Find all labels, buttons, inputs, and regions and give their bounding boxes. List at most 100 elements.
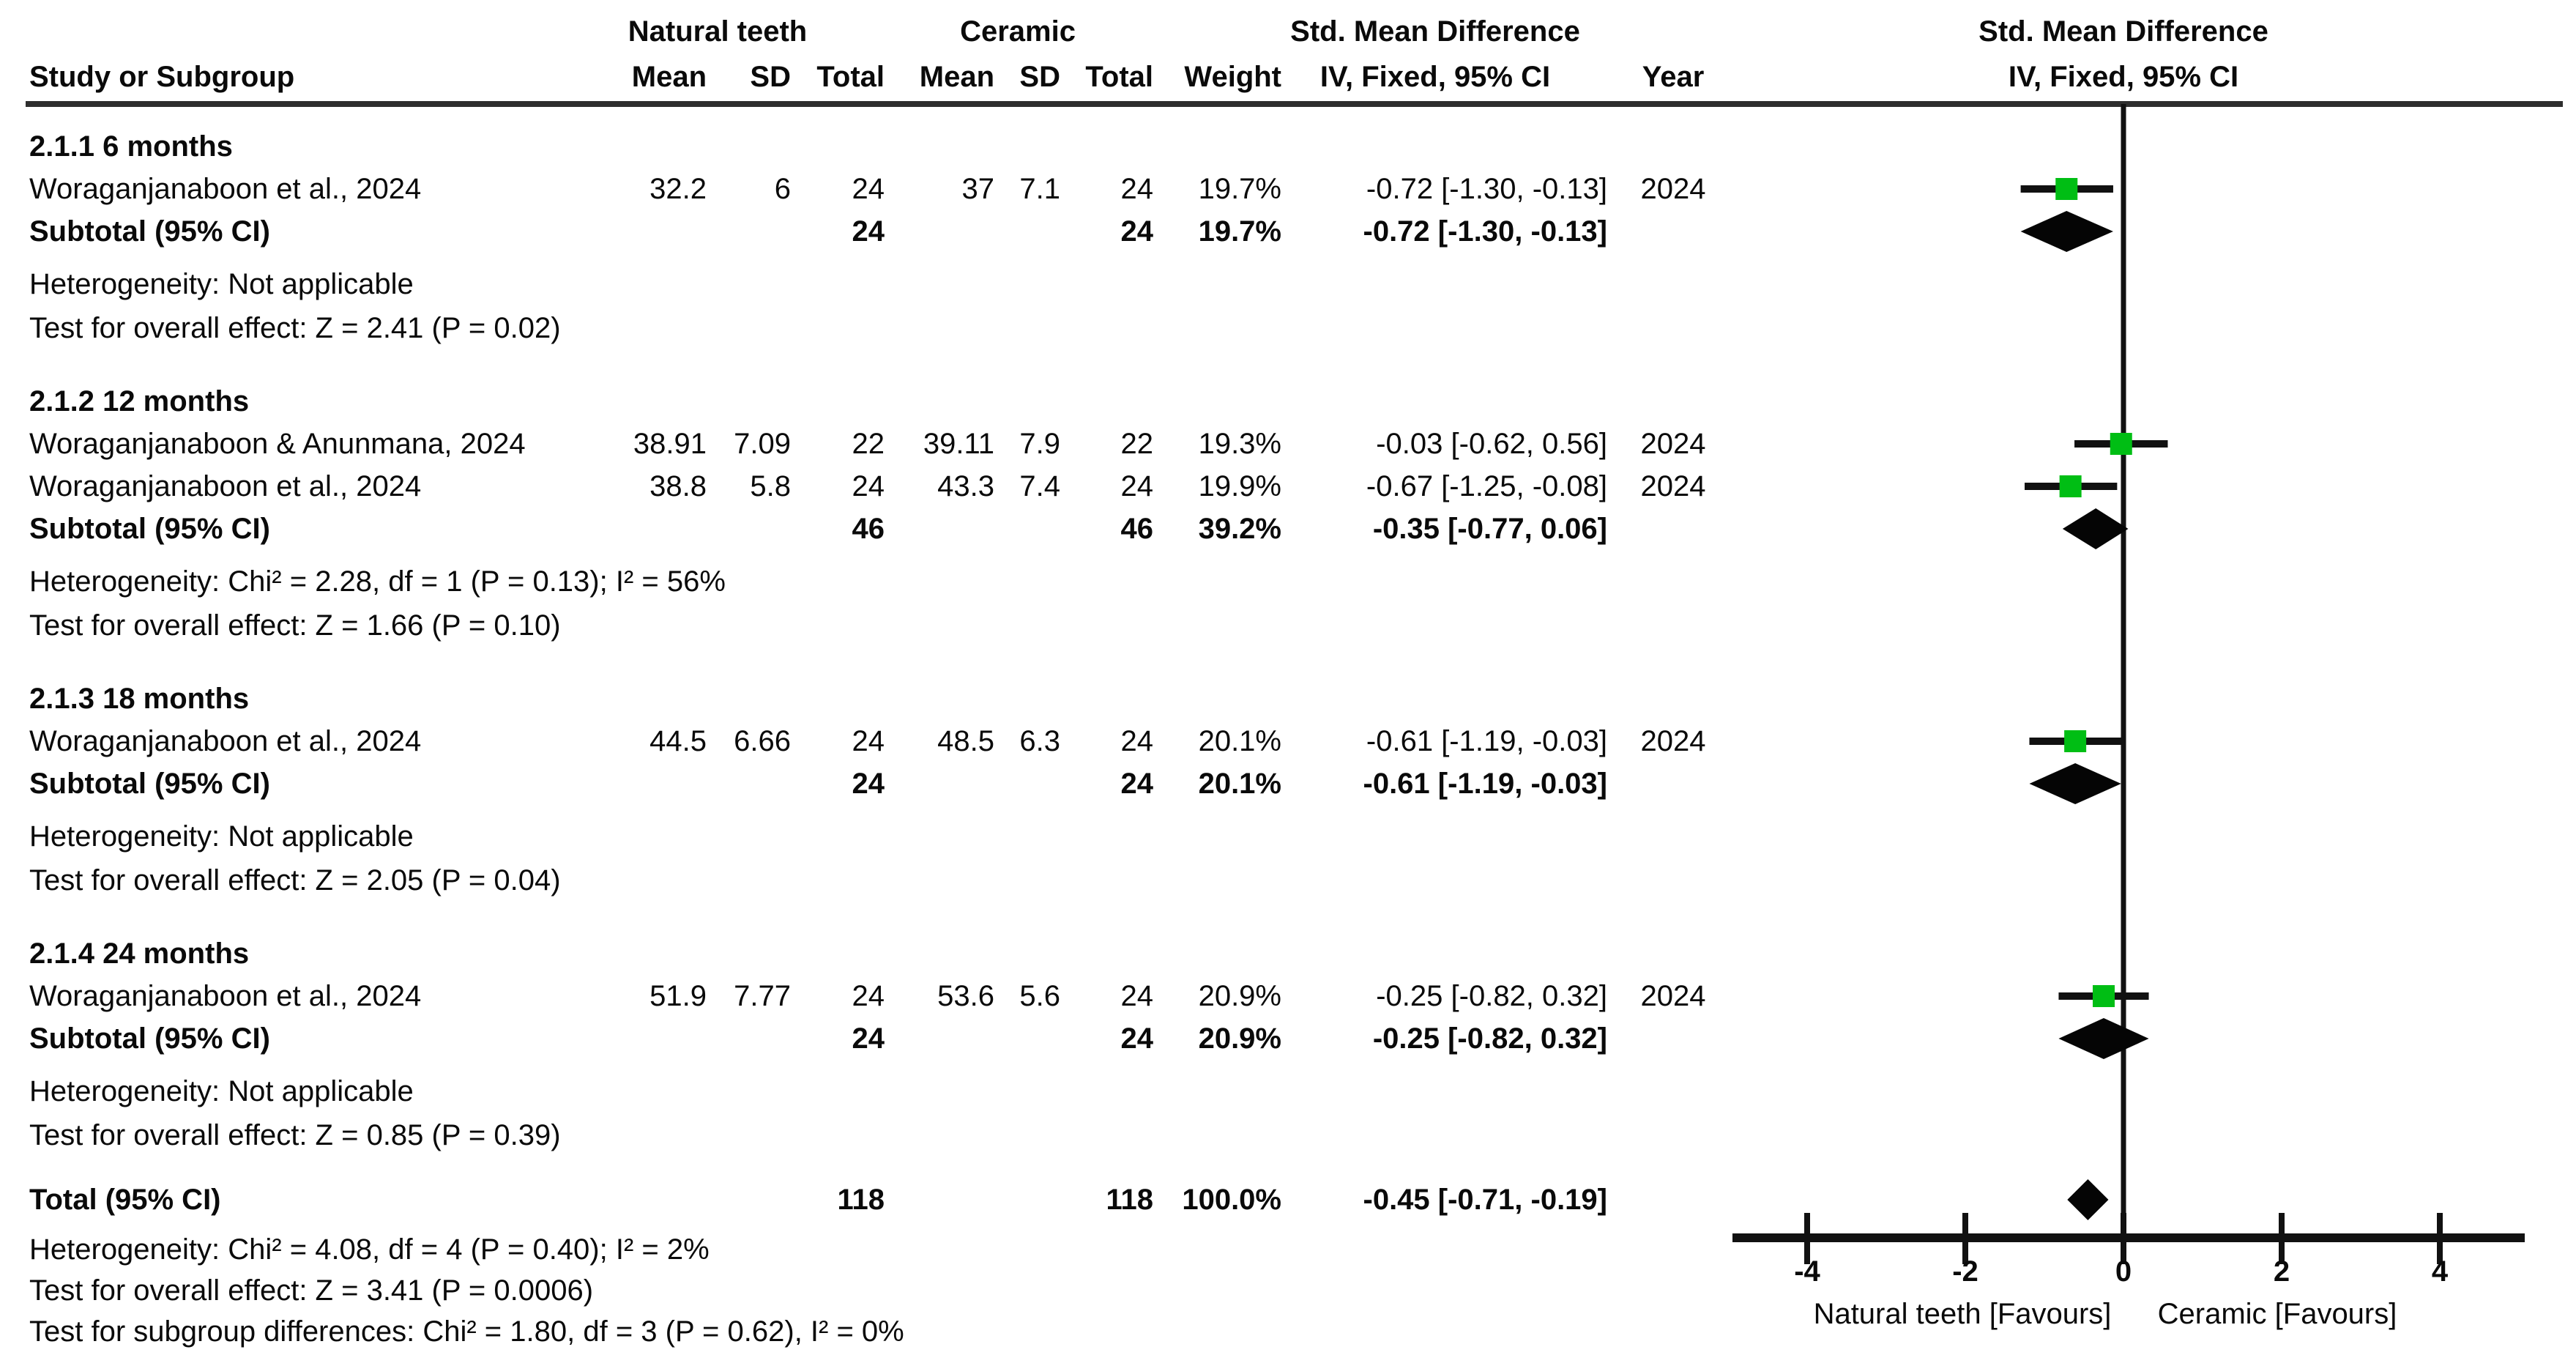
- column-header-nt-total: Total: [816, 61, 885, 93]
- header-rule: [26, 101, 2563, 107]
- cell-weight: 20.1%: [1198, 768, 1281, 800]
- cell-label: Heterogeneity: Not applicable: [29, 268, 414, 300]
- cell-label: Test for subgroup differences: Chi² = 1.…: [29, 1315, 904, 1348]
- smd-table-header-line1: Std. Mean Difference: [1290, 15, 1580, 48]
- cell-label: Subtotal (95% CI): [29, 1022, 270, 1055]
- cell-ceramic-total: 24: [1120, 215, 1154, 248]
- cell-natural-total: 24: [852, 768, 885, 800]
- cell-ceramic-mean: 43.3: [937, 470, 994, 502]
- cell-ceramic-mean: 37: [961, 173, 995, 205]
- cell-smd-ci: -0.25 [-0.82, 0.32]: [1372, 1022, 1607, 1055]
- cell-label: 2.1.2 12 months: [29, 385, 250, 417]
- smd-plot-header-line2: IV, Fixed, 95% CI: [2008, 61, 2239, 93]
- cell-label: Woraganjanaboon et al., 2024: [29, 173, 422, 205]
- cell-ceramic-mean: 48.5: [937, 725, 994, 757]
- cell-ceramic-total: 24: [1120, 173, 1154, 205]
- cell-natural-sd: 7.77: [734, 980, 791, 1012]
- cell-year: 2024: [1640, 980, 1706, 1012]
- cell-ceramic-sd: 7.4: [1019, 470, 1060, 502]
- cell-ceramic-mean: 39.11: [923, 428, 994, 460]
- study-row: Woraganjanaboon et al., 2024 38.8 5.8 24 43.…: [0, 465, 2576, 508]
- column-header-ceramic-sd: SD: [1019, 61, 1060, 93]
- stat-row: Heterogeneity: Not applicable: [0, 263, 2576, 305]
- cell-label: Woraganjanaboon et al., 2024: [29, 725, 422, 757]
- cell-label: 2.1.1 6 months: [29, 130, 233, 163]
- cell-label: Subtotal (95% CI): [29, 513, 270, 545]
- cell-ceramic-sd: 5.6: [1019, 980, 1060, 1012]
- cell-label: Test for overall effect: Z = 1.66 (P = 0…: [29, 609, 561, 642]
- cell-label: Heterogeneity: Chi² = 4.08, df = 4 (P = …: [29, 1233, 710, 1266]
- cell-ceramic-total: 24: [1120, 768, 1154, 800]
- axis-tick-label: 4: [2431, 1255, 2449, 1288]
- cell-natural-sd: 5.8: [750, 470, 791, 502]
- cell-weight: 39.2%: [1198, 513, 1281, 545]
- cell-label: Subtotal (95% CI): [29, 215, 270, 248]
- cell-smd-ci: -0.45 [-0.71, -0.19]: [1363, 1184, 1608, 1216]
- cell-label: Test for overall effect: Z = 0.85 (P = 0…: [29, 1119, 561, 1151]
- stat-row: Heterogeneity: Not applicable: [0, 1070, 2576, 1113]
- stat-row: Test for subgroup differences: Chi² = 1.…: [0, 1310, 2576, 1353]
- stat-row: Test for overall effect: Z = 2.41 (P = 0…: [0, 307, 2576, 349]
- cell-natural-mean: 38.8: [649, 470, 707, 502]
- cell-weight: 19.3%: [1198, 428, 1281, 460]
- cell-ceramic-sd: 6.3: [1019, 725, 1060, 757]
- stat-row: Test for overall effect: Z = 1.66 (P = 0…: [0, 604, 2576, 647]
- cell-natural-mean: 44.5: [649, 725, 707, 757]
- cell-label: Test for overall effect: Z = 2.41 (P = 0…: [29, 312, 561, 344]
- smd-plot-header-line1: Std. Mean Difference: [1978, 15, 2268, 48]
- stat-row: Heterogeneity: Chi² = 2.28, df = 1 (P = …: [0, 560, 2576, 603]
- cell-label: Woraganjanaboon & Anunmana, 2024: [29, 428, 526, 460]
- cell-year: 2024: [1640, 173, 1706, 205]
- cell-weight: 19.7%: [1198, 173, 1281, 205]
- heading-row: 2.1.1 6 months: [0, 125, 2576, 168]
- cell-label: Subtotal (95% CI): [29, 768, 270, 800]
- cell-ceramic-total: 46: [1120, 513, 1154, 545]
- cell-natural-total: 24: [852, 173, 885, 205]
- cell-label: Test for overall effect: Z = 3.41 (P = 0…: [29, 1274, 594, 1307]
- cell-natural-sd: 6: [774, 173, 791, 205]
- cell-smd-ci: -0.72 [-1.30, -0.13]: [1366, 173, 1607, 205]
- cell-year: 2024: [1640, 725, 1706, 757]
- cell-year: 2024: [1640, 428, 1706, 460]
- cell-weight: 19.9%: [1198, 470, 1281, 502]
- cell-weight: 20.9%: [1198, 980, 1281, 1012]
- column-header-ceramic-total: Total: [1085, 61, 1153, 93]
- cell-natural-total: 24: [852, 215, 885, 248]
- column-header-ceramic-mean: Mean: [919, 61, 994, 93]
- cell-ceramic-total: 24: [1120, 470, 1154, 502]
- cell-smd-ci: -0.61 [-1.19, -0.03]: [1363, 768, 1608, 800]
- cell-weight: 20.9%: [1198, 1022, 1281, 1055]
- cell-smd-ci: -0.25 [-0.82, 0.32]: [1376, 980, 1607, 1012]
- cell-weight: 100.0%: [1182, 1184, 1281, 1216]
- total-row: Total (95% CI) 118 118 100.0% -0.45 [-0.71, …: [0, 1178, 2576, 1221]
- cell-natural-sd: 6.66: [734, 725, 791, 757]
- cell-smd-ci: -0.67 [-1.25, -0.08]: [1366, 470, 1607, 502]
- axis-tick-label: -4: [1794, 1255, 1820, 1288]
- column-header-year: Year: [1642, 61, 1705, 93]
- subtotal-row: Subtotal (95% CI) 24 24 20.1% -0.61 [-1.19, …: [0, 762, 2576, 805]
- cell-natural-total: 46: [852, 513, 885, 545]
- cell-natural-mean: 32.2: [649, 173, 707, 205]
- axis-tick-label: -2: [1952, 1255, 1978, 1288]
- cell-weight: 19.7%: [1198, 215, 1281, 248]
- cell-ceramic-total: 24: [1120, 1022, 1154, 1055]
- column-header-nt-sd: SD: [750, 61, 791, 93]
- cell-weight: 20.1%: [1198, 725, 1281, 757]
- study-row: Woraganjanaboon et al., 2024 32.2 6 24 37 7.1…: [0, 168, 2576, 210]
- cell-label: Test for overall effect: Z = 2.05 (P = 0…: [29, 864, 561, 896]
- cell-ceramic-sd: 7.1: [1019, 173, 1060, 205]
- cell-label: Heterogeneity: Not applicable: [29, 820, 414, 853]
- cell-natural-total: 24: [852, 725, 885, 757]
- column-header-iv-fixed-ci: IV, Fixed, 95% CI: [1319, 61, 1551, 93]
- cell-label: Woraganjanaboon et al., 2024: [29, 470, 422, 502]
- cell-smd-ci: -0.61 [-1.19, -0.03]: [1366, 725, 1607, 757]
- cell-ceramic-sd: 7.9: [1019, 428, 1060, 460]
- cell-ceramic-total: 118: [1106, 1184, 1153, 1216]
- cell-natural-mean: 38.91: [633, 428, 707, 460]
- stat-row: Test for overall effect: Z = 0.85 (P = 0…: [0, 1114, 2576, 1157]
- cell-smd-ci: -0.35 [-0.77, 0.06]: [1372, 513, 1607, 545]
- cell-label: 2.1.3 18 months: [29, 683, 250, 715]
- stat-row: Heterogeneity: Chi² = 4.08, df = 4 (P = …: [0, 1228, 2576, 1271]
- heading-row: 2.1.4 24 months: [0, 932, 2576, 975]
